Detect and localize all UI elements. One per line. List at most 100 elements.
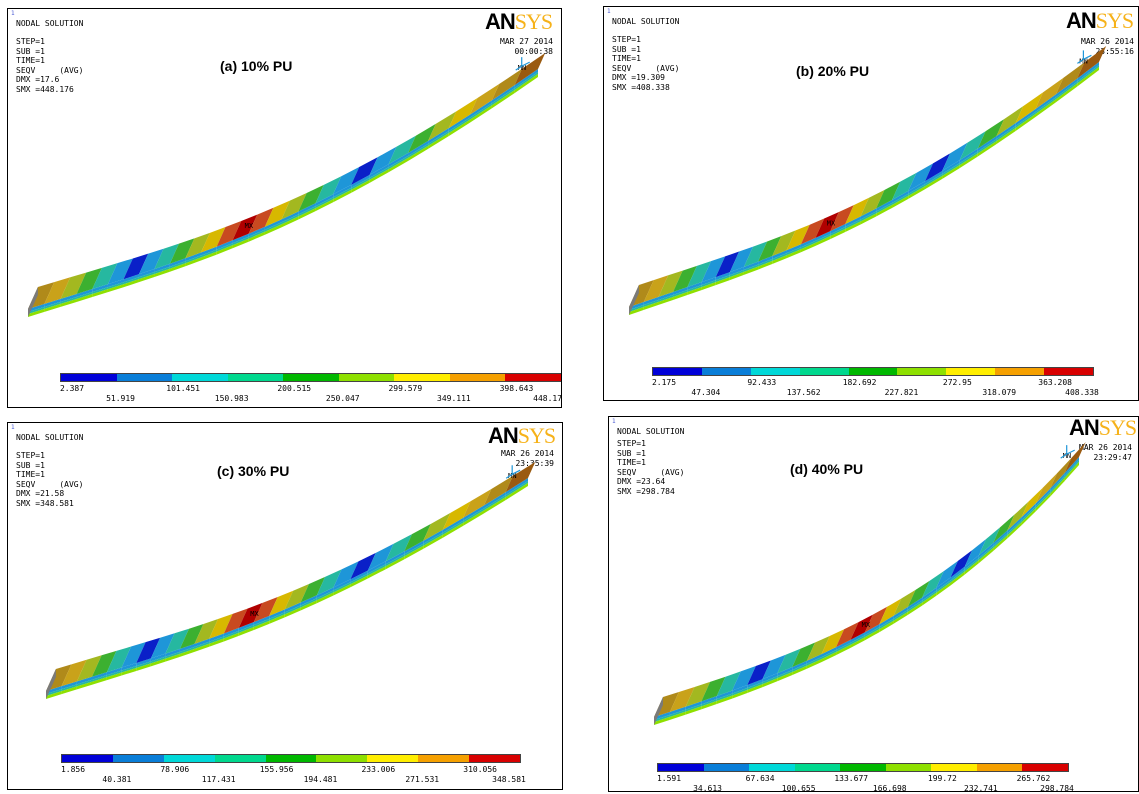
time-text: TIME=1 xyxy=(617,458,646,467)
beam-side-segment xyxy=(385,551,405,565)
beam-side-segment xyxy=(743,264,759,272)
beam-side-segment xyxy=(351,174,370,188)
beam-top-segment xyxy=(223,608,248,634)
beam-side-segment xyxy=(491,90,515,109)
beam-side-segment xyxy=(106,667,122,676)
beam-side-segment xyxy=(942,165,960,179)
beam-side-segment xyxy=(907,600,923,612)
beam-side-segment xyxy=(654,716,670,725)
panel-label: (b) 20% PU xyxy=(796,63,870,79)
beam-side-segment xyxy=(44,303,61,312)
beam-side-segment xyxy=(28,303,45,312)
beam-side-segment xyxy=(169,258,186,267)
beam-side-segment xyxy=(978,543,994,559)
beam-top-segment xyxy=(729,246,754,273)
beam-side-segment xyxy=(154,263,170,273)
beam-side-segment xyxy=(61,686,77,695)
beam-side-segment xyxy=(1077,65,1099,84)
legend-value-bottom: 34.613 xyxy=(693,784,722,792)
beam-side-segment xyxy=(463,510,485,526)
beam-side-segment xyxy=(864,629,880,641)
beam-top-segment xyxy=(185,232,210,259)
beam-side-segment xyxy=(942,163,960,176)
beam-side-segment xyxy=(806,654,822,664)
legend-swatch xyxy=(112,755,164,762)
beam-side-segment xyxy=(300,595,317,606)
beam-side-segment xyxy=(138,269,155,278)
beam-top-segment xyxy=(248,207,274,234)
beam-side-segment xyxy=(821,652,837,663)
axis-triad-icon xyxy=(1077,50,1092,64)
beam-side-segment xyxy=(315,194,334,207)
beam-top-segment xyxy=(253,596,278,623)
legend-color-bar xyxy=(61,754,521,763)
beam-side-segment xyxy=(936,577,951,591)
beam-side-segment xyxy=(658,296,674,305)
beam-side-segment xyxy=(264,222,282,232)
panel-c: 1 NODAL SOLUTION STEP=1 SUB =1 TIME=1 SE… xyxy=(7,422,563,790)
beam-side-segment xyxy=(300,598,317,608)
panel-a: 1 NODAL SOLUTION STEP=1 SUB =1 TIME=1 SE… xyxy=(7,8,562,408)
beam-side-segment xyxy=(92,289,108,298)
beam-side-segment xyxy=(269,609,285,619)
beam-side-segment xyxy=(836,642,851,653)
beam-side-segment xyxy=(264,224,282,235)
beam-top-segment xyxy=(298,184,324,212)
dmx-text: DMX =19.309 xyxy=(612,73,665,82)
beam-side-segment xyxy=(845,221,861,233)
legend-value-top: 155.956 xyxy=(259,765,294,774)
max-marker: MX xyxy=(245,222,254,230)
beam-side-segment xyxy=(253,620,270,631)
beam-top-segment xyxy=(685,681,711,707)
beam-side-segment xyxy=(815,231,831,241)
beam-side-segment xyxy=(46,686,62,694)
beam-end-cap xyxy=(654,697,663,725)
beam-side-segment xyxy=(369,169,389,183)
beam-side-segment xyxy=(762,678,778,688)
beam-side-segment xyxy=(428,133,449,149)
max-marker: MX xyxy=(250,610,259,618)
legend-swatch xyxy=(701,368,751,375)
timestamp: MAR 27 2014 00:00:38 xyxy=(500,37,553,56)
time-of-day: 23:29:47 xyxy=(1093,452,1132,462)
beam-side-segment xyxy=(747,679,763,688)
legend-swatch xyxy=(976,764,1023,771)
panel-label: (a) 10% PU xyxy=(220,58,293,74)
beam-side-segment xyxy=(893,606,908,619)
beam-side-segment xyxy=(1035,488,1051,507)
beam-side-segment xyxy=(253,615,270,626)
beam-side-segment xyxy=(908,184,925,196)
legend-value-top: 310.056 xyxy=(463,765,497,774)
beam-side-segment xyxy=(716,695,733,705)
beam-side-segment xyxy=(44,301,61,309)
legend-value-top: 78.906 xyxy=(160,765,190,774)
legend-swatch xyxy=(794,764,841,771)
beam-side-segment xyxy=(879,620,894,633)
beam-side-segment xyxy=(743,261,759,270)
beam-side-segment xyxy=(924,170,943,185)
beam-top-segment xyxy=(658,270,683,297)
dmx-text: DMX =17.6 xyxy=(16,75,60,84)
beam-top-segment xyxy=(993,514,1015,544)
beam-side-segment xyxy=(1050,476,1065,494)
solution-title: NODAL SOLUTION xyxy=(612,17,680,26)
solution-info: STEP=1 SUB =1 TIME=1 SEQV (AVG) DMX =21.… xyxy=(16,451,83,508)
beam-side-segment xyxy=(747,682,763,690)
beam-side-segment xyxy=(209,638,224,647)
legend-swatch xyxy=(1044,368,1093,375)
beam-side-segment xyxy=(673,287,688,295)
beam-side-segment xyxy=(505,478,528,496)
beam-contour: MN MX xyxy=(28,53,546,317)
legend-swatch xyxy=(653,368,702,375)
beam-side-segment xyxy=(959,151,978,166)
beam-top-segment xyxy=(1077,46,1107,79)
beam-side-segment xyxy=(1035,94,1056,113)
beam-side-segment xyxy=(253,618,270,628)
dmx-text: DMX =23.64 xyxy=(617,477,666,486)
legend-color-bar xyxy=(60,373,561,382)
panel-label: (c) 30% PU xyxy=(217,463,290,479)
beam-side-segment xyxy=(1035,97,1056,115)
legend-value-bottom: 271.531 xyxy=(405,775,440,784)
beam-side-segment xyxy=(269,614,285,624)
beam-side-segment xyxy=(758,261,773,270)
